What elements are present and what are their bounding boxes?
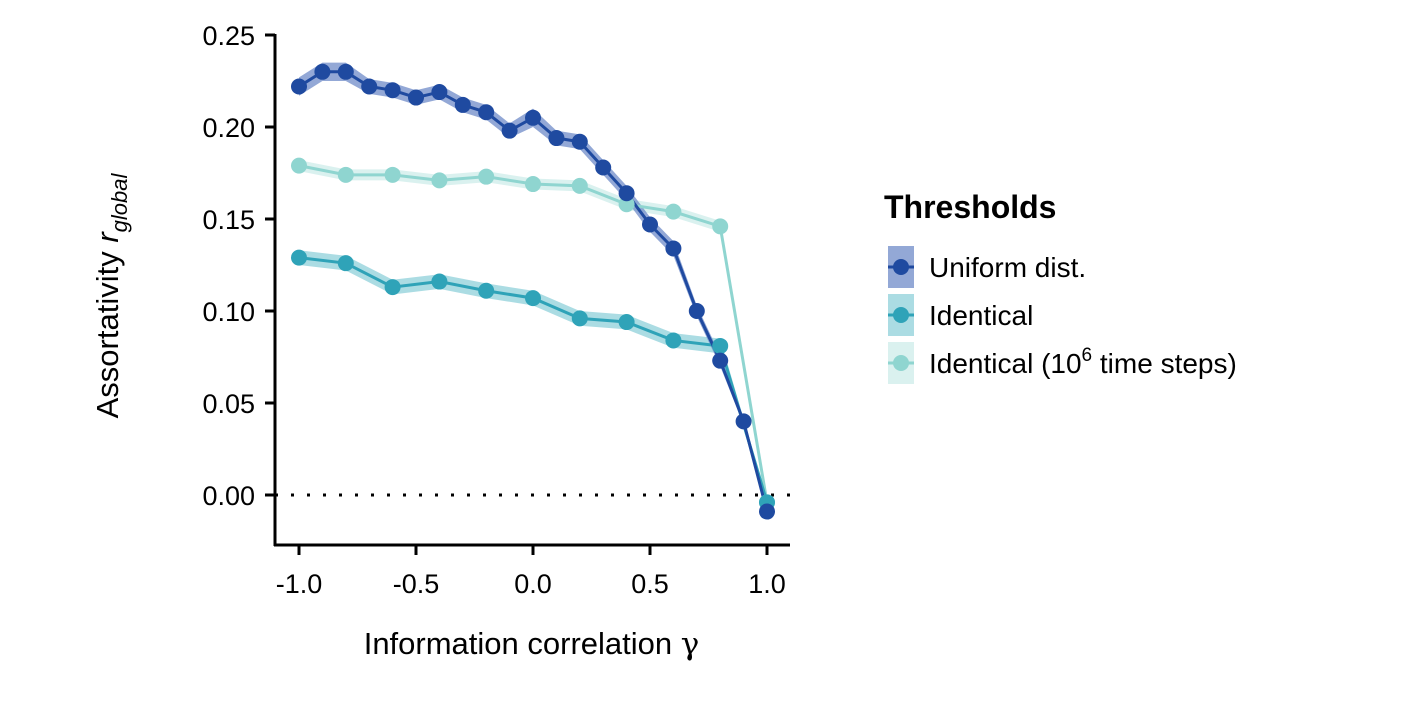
data-point [759, 503, 775, 520]
y-tick-label: 0.15 [202, 205, 255, 235]
data-point [431, 273, 448, 290]
data-point [665, 203, 682, 220]
y-axis-title-text: Assortativity [90, 243, 125, 419]
data-point [618, 314, 635, 331]
x-tick-label: 1.0 [748, 569, 786, 599]
data-point [291, 78, 307, 95]
data-point [712, 337, 729, 354]
y-tick-label: 0.20 [202, 113, 255, 143]
legend-key-point [893, 355, 909, 371]
x-tick-label: -1.0 [276, 569, 323, 599]
axes: 0.00 0.05 0.10 0.15 0.20 0.25 -1.0 -0.5 0.0 0.5 1… [202, 21, 790, 599]
series-ribbon [299, 160, 767, 507]
x-axis-title-symbol: γ [681, 626, 700, 662]
x-tick-label: 0.5 [631, 569, 669, 599]
legend-item: Identical (106 time steps) [888, 342, 1237, 384]
legend-key-point [893, 307, 909, 323]
data-point [337, 63, 354, 80]
data-point [291, 249, 307, 266]
data-point [478, 168, 495, 185]
data-point [501, 122, 518, 139]
x-tick-label: 0.0 [514, 569, 552, 599]
data-point [431, 172, 448, 189]
data-point [361, 78, 378, 95]
confidence-ribbons [299, 62, 767, 516]
legend-label: Identical [929, 300, 1033, 331]
y-tick-label: 0.10 [202, 297, 255, 327]
legend-item: Identical [888, 294, 1033, 336]
legend-key-point [893, 259, 909, 275]
data-point [618, 185, 635, 202]
y-axis-title: Assortativity rglobal [90, 173, 132, 419]
x-tick-label: -0.5 [393, 569, 440, 599]
y-axis-title-symbol: r [90, 231, 125, 243]
data-point [735, 413, 752, 430]
data-point [431, 84, 448, 101]
legend-items: Uniform dist. Identical Identical (106 tim… [888, 246, 1237, 384]
legend: Thresholds Uniform dist. Identical Identic… [884, 189, 1237, 384]
data-point [665, 332, 682, 349]
data-point [642, 216, 658, 233]
series-ribbon [299, 62, 767, 516]
data-point [384, 279, 401, 296]
data-point [384, 166, 401, 183]
y-tick-label: 0.25 [202, 21, 255, 51]
data-point [665, 240, 682, 257]
data-point [478, 104, 495, 121]
legend-label: Uniform dist. [929, 252, 1086, 283]
y-tick-label: 0.05 [202, 389, 255, 419]
legend-label: Identical (106 time steps) [929, 345, 1237, 379]
data-point [525, 109, 541, 126]
data-point [688, 303, 705, 319]
data-point [571, 310, 588, 327]
y-tick-label: 0.00 [202, 481, 255, 511]
data-point [291, 157, 307, 174]
data-point [712, 352, 729, 369]
data-point [337, 166, 354, 183]
legend-item: Uniform dist. [888, 246, 1086, 288]
data-point [478, 282, 495, 299]
x-axis-title: Information correlation γ [364, 626, 700, 662]
x-axis-title-text: Information correlation [364, 626, 681, 661]
data-point [337, 255, 354, 272]
data-point [525, 176, 541, 193]
data-point [314, 63, 331, 80]
data-point [618, 196, 635, 213]
data-point [454, 96, 471, 113]
data-point [571, 133, 588, 150]
y-axis-title-subscript: global [107, 173, 132, 233]
series-points [291, 63, 775, 520]
data-point [384, 82, 401, 99]
data-point [712, 218, 729, 235]
data-point [571, 177, 588, 194]
data-point [408, 89, 424, 106]
series-ribbon [299, 250, 767, 507]
data-point [525, 290, 541, 307]
x-ticks: -1.0 -0.5 0.0 0.5 1.0 [276, 545, 786, 599]
y-ticks: 0.00 0.05 0.10 0.15 0.20 0.25 [202, 21, 275, 511]
data-point [548, 130, 565, 147]
data-point [595, 159, 612, 176]
legend-title: Thresholds [884, 189, 1056, 225]
